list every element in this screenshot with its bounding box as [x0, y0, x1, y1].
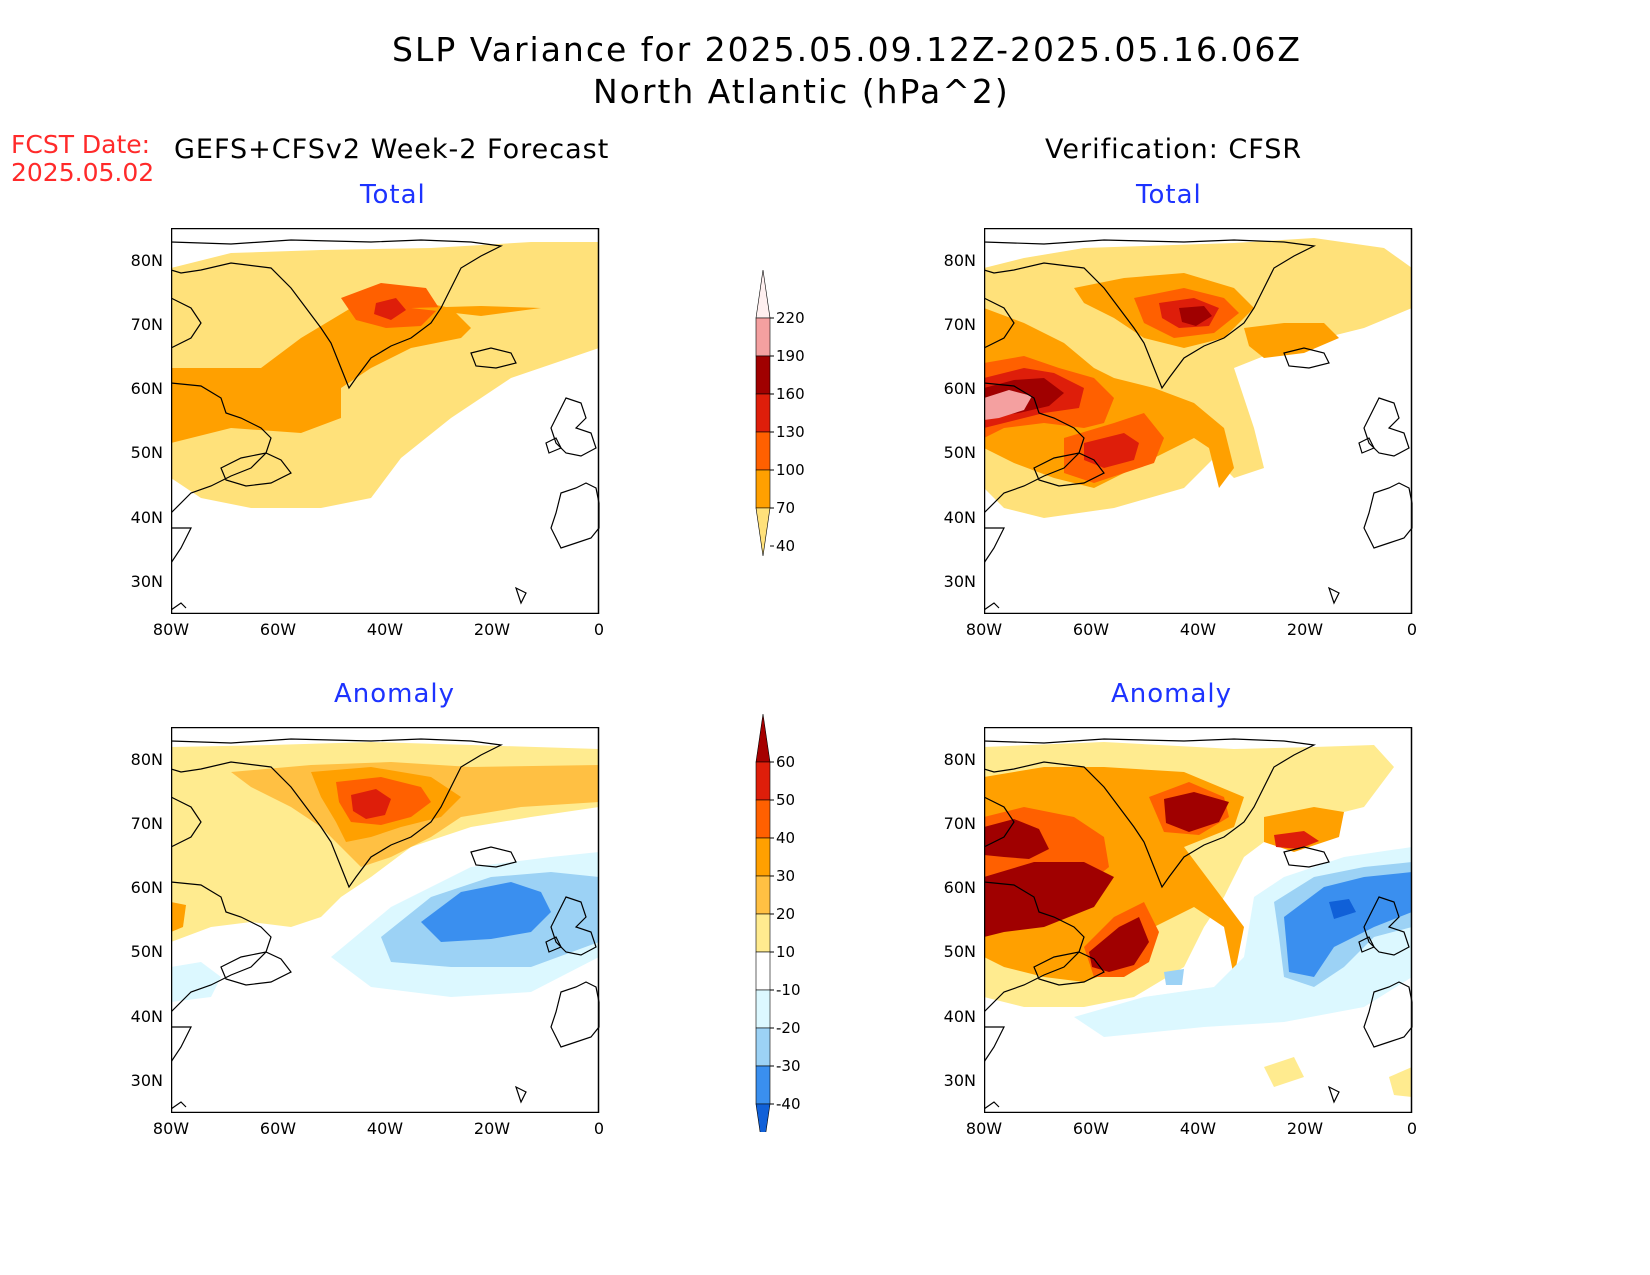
lat-tick-label: 50N [130, 443, 163, 462]
colorbar-level-label: 100 [776, 461, 805, 479]
lat-tick-label: 60N [943, 878, 976, 897]
colorbar-level-label: -10 [776, 981, 801, 999]
colorbar-level-label: 10 [776, 943, 796, 961]
lat-tick-label: 80N [130, 251, 163, 270]
colorbar-swatch [755, 1103, 771, 1153]
map-verification-total [984, 228, 1442, 640]
colorbar-level-label: 160 [776, 385, 805, 403]
lon-tick-label: 80W [152, 1119, 190, 1138]
lat-tick-label: 70N [943, 315, 976, 334]
main-subtitle: North Atlantic (hPa^2) [593, 72, 1010, 111]
colorbar-level-label: -20 [776, 1019, 801, 1037]
lon-tick-label: 0 [1406, 620, 1418, 639]
lon-tick-label: 60W [259, 620, 297, 639]
forecast-heading: GEFS+CFSv2 Week-2 Forecast [174, 134, 610, 165]
colorbar-swatch [755, 989, 771, 1029]
colorbar-level-label: 220 [776, 309, 805, 327]
colorbar-total [752, 268, 822, 578]
lat-tick-label: 30N [130, 572, 163, 591]
lon-tick-label: 60W [1072, 620, 1110, 639]
lat-tick-label: 70N [130, 814, 163, 833]
colorbar-level-label: 40 [776, 829, 796, 847]
colorbar-level-label: 40 [776, 537, 796, 555]
colorbar-swatch [755, 393, 771, 433]
lon-tick-label: 40W [366, 1119, 404, 1138]
lat-tick-label: 40N [130, 508, 163, 527]
colorbar-swatch [755, 507, 771, 557]
lat-tick-label: 80N [130, 750, 163, 769]
colorbar-swatch [755, 837, 771, 877]
map-forecast-anomaly [171, 727, 629, 1139]
vf-total-title: Total [1136, 180, 1202, 210]
colorbar-level-label: 20 [776, 905, 796, 923]
lon-tick-label: 20W [473, 620, 511, 639]
lon-tick-label: 0 [593, 1119, 605, 1138]
vf-anom-title: Anomaly [1111, 679, 1233, 709]
map-forecast-total [171, 228, 629, 640]
colorbar-swatch [755, 1065, 771, 1105]
lat-tick-label: 70N [130, 315, 163, 334]
colorbar-level-label: 30 [776, 867, 796, 885]
lon-tick-label: 40W [1179, 1119, 1217, 1138]
lat-tick-label: 40N [130, 1007, 163, 1026]
colorbar-level-label: 70 [776, 499, 796, 517]
colorbar-level-label: 190 [776, 347, 805, 365]
colorbar-swatch [755, 951, 771, 991]
colorbar-swatch [755, 269, 771, 319]
lat-tick-label: 60N [943, 379, 976, 398]
lat-tick-label: 80N [943, 251, 976, 270]
lat-tick-label: 40N [943, 508, 976, 527]
colorbar-swatch [755, 431, 771, 471]
colorbar-swatch [755, 761, 771, 801]
lat-tick-label: 70N [943, 814, 976, 833]
colorbar-anomaly [752, 712, 822, 1153]
fcst-date-value: 2025.05.02 [11, 158, 155, 187]
colorbar-swatch [755, 799, 771, 839]
lat-tick-label: 60N [130, 379, 163, 398]
fc-anom-title: Anomaly [334, 679, 456, 709]
lat-tick-label: 50N [943, 942, 976, 961]
map-verification-anomaly [984, 727, 1442, 1139]
lon-tick-label: 20W [1286, 620, 1324, 639]
colorbar-swatch [755, 913, 771, 953]
lon-tick-label: 60W [1072, 1119, 1110, 1138]
main-title: SLP Variance for 2025.05.09.12Z-2025.05.… [392, 30, 1303, 69]
colorbar-swatch [755, 355, 771, 395]
colorbar-level-label: 60 [776, 753, 796, 771]
colorbar-level-label: 50 [776, 791, 796, 809]
colorbar-level-label: -30 [776, 1057, 801, 1075]
lon-tick-label: 80W [965, 620, 1003, 639]
lat-tick-label: 50N [943, 443, 976, 462]
fcst-date-label: FCST Date: [11, 130, 151, 159]
lon-tick-label: 0 [593, 620, 605, 639]
colorbar-swatch [755, 317, 771, 357]
lon-tick-label: 0 [1406, 1119, 1418, 1138]
lon-tick-label: 40W [366, 620, 404, 639]
colorbar-level-label: 130 [776, 423, 805, 441]
colorbar-level-label: -40 [776, 1095, 801, 1113]
lat-tick-label: 50N [130, 942, 163, 961]
lat-tick-label: 30N [130, 1071, 163, 1090]
fc-total-title: Total [360, 180, 426, 210]
verification-heading: Verification: CFSR [1045, 134, 1303, 165]
colorbar-swatch [755, 1027, 771, 1067]
lon-tick-label: 40W [1179, 620, 1217, 639]
lat-tick-label: 30N [943, 572, 976, 591]
lat-tick-label: 80N [943, 750, 976, 769]
colorbar-swatch [755, 875, 771, 915]
lon-tick-label: 60W [259, 1119, 297, 1138]
colorbar-swatch [755, 713, 771, 763]
colorbar-swatch [755, 469, 771, 509]
lat-tick-label: 40N [943, 1007, 976, 1026]
lon-tick-label: 80W [152, 620, 190, 639]
lat-tick-label: 60N [130, 878, 163, 897]
lat-tick-label: 30N [943, 1071, 976, 1090]
lon-tick-label: 20W [1286, 1119, 1324, 1138]
lon-tick-label: 20W [473, 1119, 511, 1138]
lon-tick-label: 80W [965, 1119, 1003, 1138]
